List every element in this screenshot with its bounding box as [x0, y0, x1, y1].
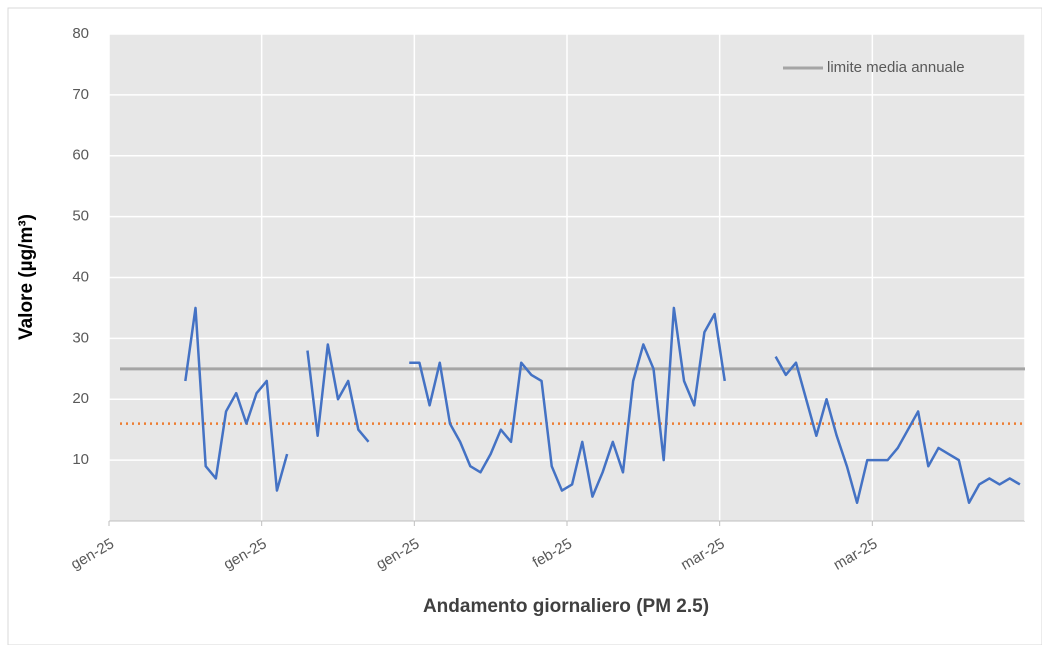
y-tick-label: 30: [72, 329, 89, 346]
y-tick-label: 50: [72, 208, 89, 225]
y-tick-label: 40: [72, 268, 89, 285]
y-tick-label: 70: [72, 86, 89, 103]
y-tick-label: 20: [72, 390, 89, 407]
x-axis-label: Andamento giornaliero (PM 2.5): [423, 596, 709, 617]
y-axis-label: Valore (µg/m³): [16, 214, 37, 340]
data-line: [184, 306, 1021, 504]
y-tick-label: 60: [72, 147, 89, 164]
legend-label: limite media annuale: [827, 59, 965, 76]
y-tick-label: 80: [72, 25, 89, 42]
y-tick-label: 10: [72, 451, 89, 468]
